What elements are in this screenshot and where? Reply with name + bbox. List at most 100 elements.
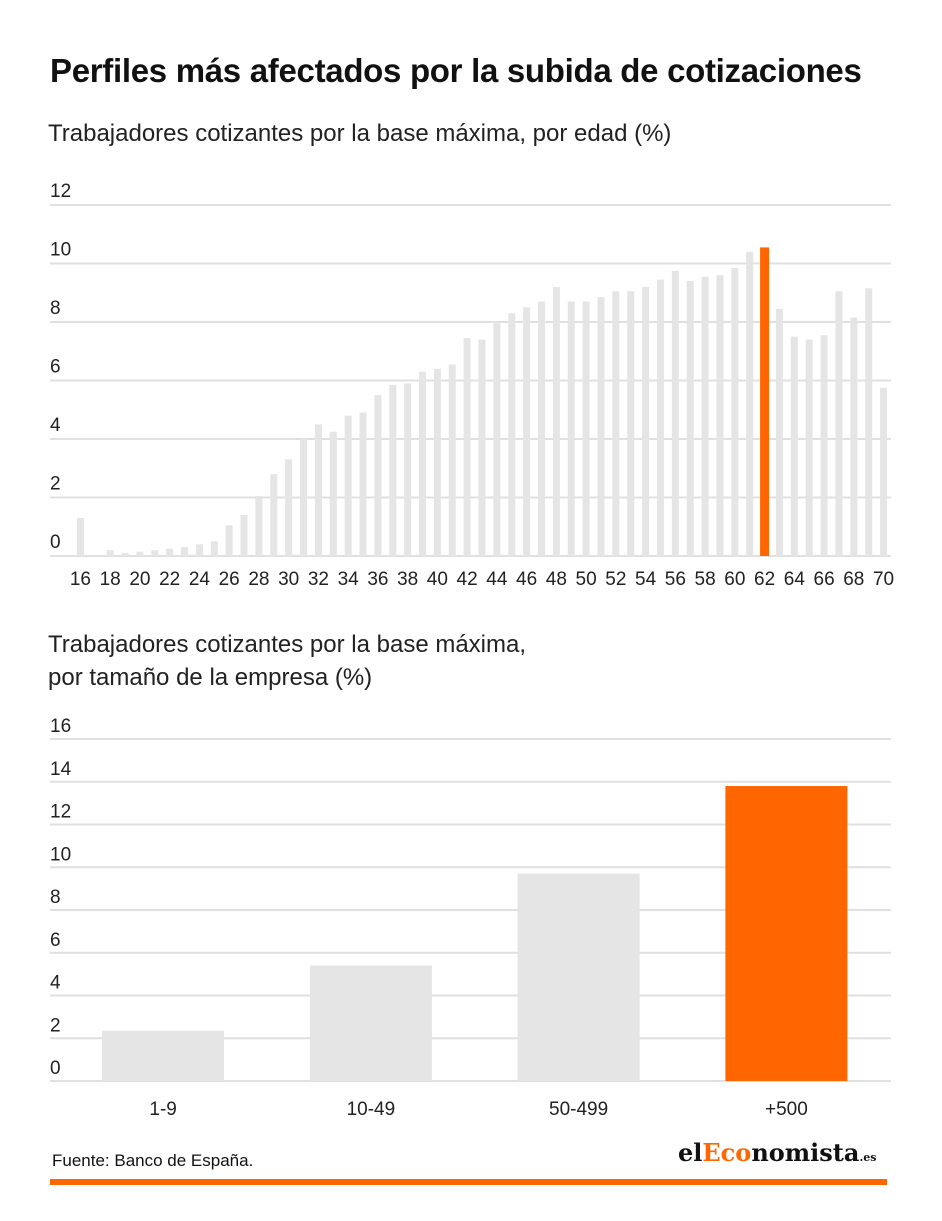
x-tick-label: 64	[784, 569, 806, 590]
x-tick-label: 42	[457, 569, 478, 590]
y-tick-label: 8	[50, 887, 61, 908]
bar-age-50	[582, 301, 590, 556]
x-tick-label: 58	[695, 569, 716, 590]
bar-age-62	[760, 247, 770, 556]
bar-age-45	[508, 313, 516, 556]
bar-age-21	[151, 550, 159, 556]
x-tick-label: 40	[427, 569, 448, 590]
bar-size-4	[725, 786, 848, 1081]
bar-age-24	[195, 544, 203, 556]
bar-age-66	[820, 335, 828, 556]
y-tick-label: 0	[50, 532, 61, 553]
y-tick-label: 2	[50, 1015, 61, 1036]
x-tick-label: 18	[100, 569, 121, 590]
bar-age-67	[835, 291, 843, 556]
x-tick-label: 34	[338, 569, 360, 590]
y-tick-label: 10	[50, 240, 71, 261]
y-tick-label: 0	[50, 1058, 61, 1079]
bar-age-33	[329, 431, 337, 556]
x-tick-label: 36	[367, 569, 388, 590]
bar-age-54	[642, 286, 650, 556]
bar-age-40	[433, 368, 441, 556]
bar-age-65	[805, 339, 813, 556]
company-size-bar-chart: 0 2 4 6 8 10 12 14 16 1-9 10-49 50-499 +500	[50, 716, 891, 1120]
bar-age-70	[880, 387, 888, 556]
bar-size-2	[309, 965, 432, 1081]
x-tick-label: 52	[605, 569, 626, 590]
footer-rule	[50, 1179, 887, 1185]
bar-age-41	[448, 364, 456, 556]
bar-age-52	[612, 291, 620, 556]
bar-age-61	[746, 251, 754, 557]
bar-age-28	[255, 496, 263, 556]
chart-title: Perfiles más afectados por la subida de …	[50, 52, 862, 89]
x-tick-label: 16	[70, 569, 91, 590]
bar-age-46	[523, 307, 531, 556]
bar-age-57	[686, 281, 694, 556]
bar-age-26	[225, 525, 233, 556]
source-note: Fuente: Banco de España.	[52, 1151, 254, 1170]
x-tick-label: 30	[278, 569, 299, 590]
y-tick-label: 6	[50, 357, 61, 378]
x-tick-label: 10-49	[347, 1099, 396, 1120]
company-size-chart-subtitle-line-1: Trabajadores cotizantes por la base máxi…	[48, 631, 527, 658]
bar-age-39	[419, 371, 427, 556]
bar-age-20	[136, 551, 144, 556]
x-tick-label: 44	[486, 569, 508, 590]
age-chart-subtitle-line: Trabajadores cotizantes por la base máxi…	[48, 120, 672, 147]
x-tick-label: 56	[665, 569, 686, 590]
x-tick-label: 54	[635, 569, 657, 590]
bar-age-27	[240, 515, 248, 556]
company-size-chart-subtitle-line-2: por tamaño de la empresa (%)	[48, 664, 373, 691]
x-tick-label: 70	[873, 569, 894, 590]
x-tick-label: 50-499	[549, 1099, 608, 1120]
bar-age-47	[537, 301, 545, 556]
bar-age-56	[671, 270, 679, 556]
bar-age-69	[865, 288, 873, 556]
x-tick-label: 20	[129, 569, 150, 590]
x-tick-label: 38	[397, 569, 418, 590]
company-size-chart-subtitle: Trabajadores cotizantes por la base máxi…	[48, 628, 526, 694]
y-tick-label: 8	[50, 298, 61, 319]
bar-age-35	[359, 412, 367, 556]
bar-size-3	[517, 873, 640, 1081]
bar-age-63	[775, 308, 783, 556]
x-tick-label: 60	[724, 569, 745, 590]
y-tick-label: 4	[50, 973, 61, 994]
bar-age-42	[463, 338, 471, 556]
bar-age-55	[656, 279, 664, 556]
x-tick-label: 24	[189, 569, 211, 590]
bar-age-31	[300, 439, 308, 556]
x-tick-label: 62	[754, 569, 775, 590]
x-tick-label: +500	[765, 1099, 808, 1120]
bar-age-43	[478, 339, 486, 556]
y-tick-label: 2	[50, 474, 61, 495]
y-tick-label: 12	[50, 802, 71, 823]
y-tick-label: 12	[50, 181, 71, 202]
y-tick-label: 16	[50, 716, 71, 737]
y-tick-label: 6	[50, 930, 61, 951]
y-tick-label: 14	[50, 759, 72, 780]
eleconomista-logo: elEconomista.es	[678, 1138, 877, 1167]
bar-age-68	[850, 317, 858, 556]
x-tick-label: 48	[546, 569, 567, 590]
bar-age-34	[344, 415, 352, 556]
bar-age-19	[121, 553, 129, 556]
x-tick-label: 32	[308, 569, 329, 590]
bar-age-32	[314, 424, 322, 556]
x-tick-label: 46	[516, 569, 537, 590]
bar-age-44	[493, 322, 501, 556]
bar-age-25	[210, 541, 218, 556]
bar-age-22	[166, 548, 174, 556]
bar-size-1	[102, 1030, 225, 1081]
bar-age-30	[285, 459, 293, 556]
x-tick-label: 68	[843, 569, 864, 590]
bar-age-60	[731, 267, 739, 556]
bar-age-48	[552, 286, 560, 556]
bar-age-29	[270, 474, 278, 556]
x-tick-label: 26	[219, 569, 240, 590]
bar-age-23	[181, 547, 189, 556]
bar-age-59	[716, 275, 724, 556]
bar-age-16	[76, 517, 84, 556]
